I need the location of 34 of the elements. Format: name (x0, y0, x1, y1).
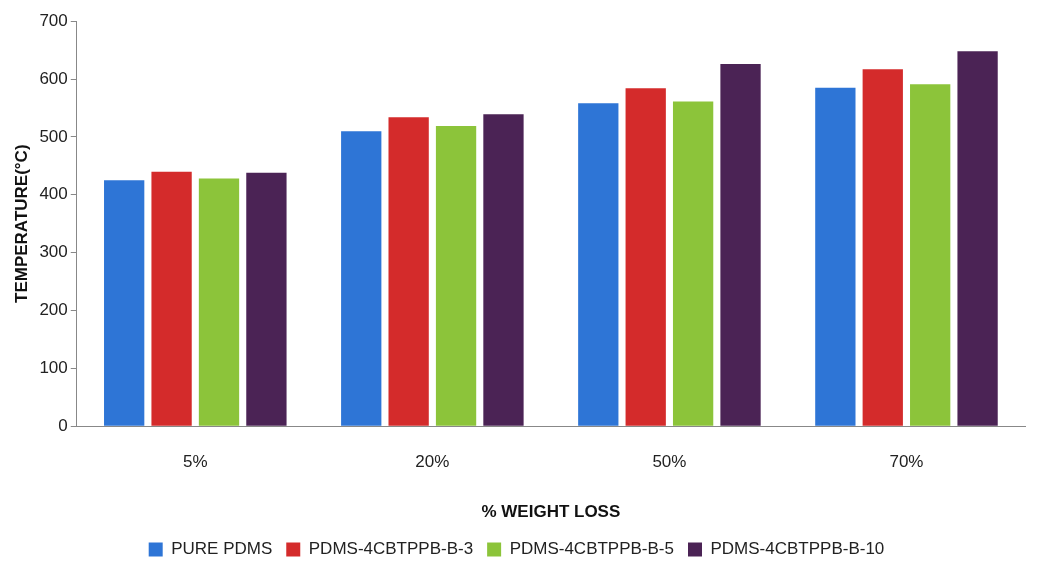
bar (672, 101, 714, 426)
y-tick-label: 600 (39, 68, 68, 88)
bar (435, 125, 477, 426)
x-tick-label: 70% (889, 452, 924, 472)
bar (957, 51, 998, 426)
bar (246, 172, 287, 426)
bar (625, 88, 666, 426)
y-tick-label: 0 (58, 415, 68, 435)
x-tick-label: 20% (415, 452, 450, 472)
x-axis-title: % WEIGHT LOSS (481, 502, 621, 522)
bar (815, 87, 856, 426)
legend-label: PURE PDMS (171, 539, 273, 559)
y-tick-label: 400 (39, 184, 68, 204)
y-tick-label: 300 (39, 242, 68, 262)
bar (483, 114, 524, 426)
legend-label: PDMS-4CBTPPB-B-5 (509, 539, 674, 559)
bar (578, 103, 619, 426)
x-tick-label: 5% (183, 452, 208, 472)
bar (341, 131, 382, 426)
y-tick-label: 100 (39, 358, 68, 378)
y-tick-label: 700 (39, 10, 68, 30)
y-tick-label: 500 (39, 126, 68, 146)
y-tick-label: 200 (39, 300, 68, 320)
legend-label: PDMS-4CBTPPB-B-3 (308, 539, 474, 559)
bar (862, 69, 903, 426)
x-tick-label: 50% (652, 452, 687, 472)
y-axis-title: TEMPERATURE(°C) (11, 144, 31, 303)
legend-label: PDMS-4CBTPPB-B-10 (710, 539, 885, 559)
bar (151, 171, 192, 426)
bar (720, 64, 761, 426)
bar (388, 117, 429, 426)
bar (104, 180, 145, 426)
bar (198, 178, 240, 426)
bar (910, 84, 951, 426)
